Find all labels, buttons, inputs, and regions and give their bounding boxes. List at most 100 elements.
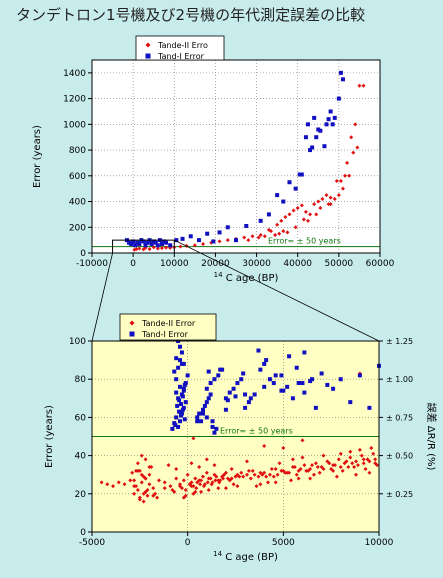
top-tande-ii-point bbox=[353, 122, 358, 127]
top-tand-i-point bbox=[299, 172, 304, 177]
top-tande-ii-point bbox=[268, 229, 273, 234]
top-tande-ii-point bbox=[151, 245, 156, 250]
bottom-tande-ii-point bbox=[222, 472, 227, 477]
bottom-tande-ii-point bbox=[145, 493, 150, 498]
bottom-tand-i-point bbox=[239, 377, 244, 382]
bottom-tand-i-point bbox=[178, 344, 183, 349]
bottom-tande-ii-point bbox=[170, 487, 175, 492]
bottom-tande-ii-point bbox=[317, 470, 322, 475]
top-tande-ii-point bbox=[343, 173, 348, 178]
bottom-tand-i-point bbox=[172, 369, 177, 374]
bottom-tande-ii-point bbox=[260, 472, 265, 477]
bottom-tande-ii-point bbox=[155, 495, 160, 500]
bottom-tande-ii-point bbox=[198, 482, 203, 487]
bottom-tande-ii-point bbox=[191, 491, 196, 496]
top-tande-ii-point bbox=[301, 217, 306, 222]
bottom-tand-i-point bbox=[281, 388, 286, 393]
bottom-tande-ii-point bbox=[229, 466, 234, 471]
bottom-tande-ii-point bbox=[254, 484, 259, 489]
top-tand-i-point bbox=[151, 239, 156, 244]
bottom-tand-i-point bbox=[174, 415, 179, 420]
bottom-tande-ii-point bbox=[273, 466, 278, 471]
bottom-x-tick-label: 5000 bbox=[272, 538, 295, 548]
bottom-tande-ii-point bbox=[135, 461, 140, 466]
bottom-tande-ii-point bbox=[348, 449, 353, 454]
bottom-tande-ii-point bbox=[359, 453, 364, 458]
top-tande-ii-point bbox=[246, 238, 251, 243]
top-tande-ii-point bbox=[314, 212, 319, 217]
bottom-tande-ii-point bbox=[271, 474, 276, 479]
bottom-tand-i-point bbox=[273, 373, 278, 378]
bottom-tand-i-point bbox=[174, 377, 179, 382]
bottom-tand-i-point bbox=[204, 386, 209, 391]
top-tande-ii-point bbox=[281, 229, 286, 234]
bottom-series-tande-ii bbox=[99, 371, 380, 504]
top-tande-ii-point bbox=[334, 178, 339, 183]
bottom-tand-i-point bbox=[294, 365, 299, 370]
bottom-tande-ii-point bbox=[296, 468, 301, 473]
bottom-tand-i-point bbox=[279, 373, 284, 378]
bottom-tande-ii-point bbox=[143, 489, 148, 494]
top-y-tick-label: 1400 bbox=[63, 69, 86, 79]
bottom-tand-i-point bbox=[183, 400, 188, 405]
bottom-tande-ii-point bbox=[315, 465, 320, 470]
bottom-tande-ii-point bbox=[269, 466, 274, 471]
bottom-tande-ii-point bbox=[130, 470, 135, 475]
bottom-tande-ii-point bbox=[139, 453, 144, 458]
top-tande-ii-point bbox=[326, 202, 331, 207]
bottom-x-tick-label: 10000 bbox=[365, 538, 394, 548]
bottom-tande-ii-point bbox=[135, 487, 140, 492]
top-tand-i-point bbox=[155, 243, 160, 248]
bottom-tand-i-point bbox=[178, 419, 183, 424]
top-tande-ii-point bbox=[164, 245, 169, 250]
bottom-tande-ii-point bbox=[201, 484, 206, 489]
bottom-tande-ii-point bbox=[279, 468, 284, 473]
bottom-tande-ii-point bbox=[354, 472, 359, 477]
top-tand-i-point bbox=[340, 77, 345, 82]
top-tand-i-point bbox=[275, 193, 280, 198]
bottom-tande-ii-point bbox=[308, 476, 313, 481]
top-y-tick-label: 200 bbox=[69, 223, 86, 233]
top-tande-ii-point bbox=[277, 231, 282, 236]
top-y-tick-label: 600 bbox=[69, 172, 86, 182]
bottom-tande-ii-point bbox=[217, 480, 222, 485]
top-tand-i-point bbox=[303, 135, 308, 140]
top-tand-i-point bbox=[324, 122, 329, 127]
top-tand-i-point bbox=[328, 109, 333, 114]
bottom-tande-ii-point bbox=[221, 476, 226, 481]
bottom-tande-ii-point bbox=[325, 459, 330, 464]
bottom-tand-i-point bbox=[231, 386, 236, 391]
bottom-tande-ii-point bbox=[141, 499, 146, 504]
bottom-tande-ii-point bbox=[306, 468, 311, 473]
top-tand-i-point bbox=[258, 218, 263, 223]
bottom-y-tick-label: 60 bbox=[75, 413, 87, 423]
bottom-tand-i-point bbox=[200, 407, 205, 412]
top-tand-i-point bbox=[164, 240, 169, 245]
top-tande-ii-point bbox=[279, 218, 284, 223]
bottom-tande-ii-point bbox=[178, 484, 183, 489]
bottom-tande-ii-point bbox=[214, 474, 219, 479]
bottom-tand-i-point bbox=[248, 396, 253, 401]
bottom-tande-ii-point bbox=[132, 478, 137, 483]
top-tand-i-point bbox=[225, 225, 230, 230]
top-tand-i-point bbox=[127, 240, 132, 245]
top-tand-i-point bbox=[310, 145, 315, 150]
top-tande-ii-point bbox=[320, 196, 325, 201]
bottom-tand-i-point bbox=[178, 384, 183, 389]
top-tande-ii-point bbox=[283, 214, 288, 219]
bottom-tande-ii-point bbox=[213, 478, 218, 483]
top-tand-i-point bbox=[141, 239, 146, 244]
bottom-tande-ii-point bbox=[290, 465, 295, 470]
top-y-tick-label: 800 bbox=[69, 146, 86, 156]
bottom-tand-i-point bbox=[290, 396, 295, 401]
top-tande-ii-point bbox=[355, 145, 360, 150]
top-tande-ii-point bbox=[318, 205, 323, 210]
top-tand-i-point bbox=[322, 144, 327, 149]
top-tande-ii-point bbox=[303, 209, 308, 214]
bottom-tande-ii-point bbox=[354, 459, 359, 464]
bottom-tand-i-point bbox=[199, 419, 204, 424]
bottom-tande-ii-point bbox=[183, 487, 188, 492]
bottom-tande-ii-point bbox=[340, 468, 345, 473]
bottom-tande-ii-point bbox=[239, 470, 244, 475]
